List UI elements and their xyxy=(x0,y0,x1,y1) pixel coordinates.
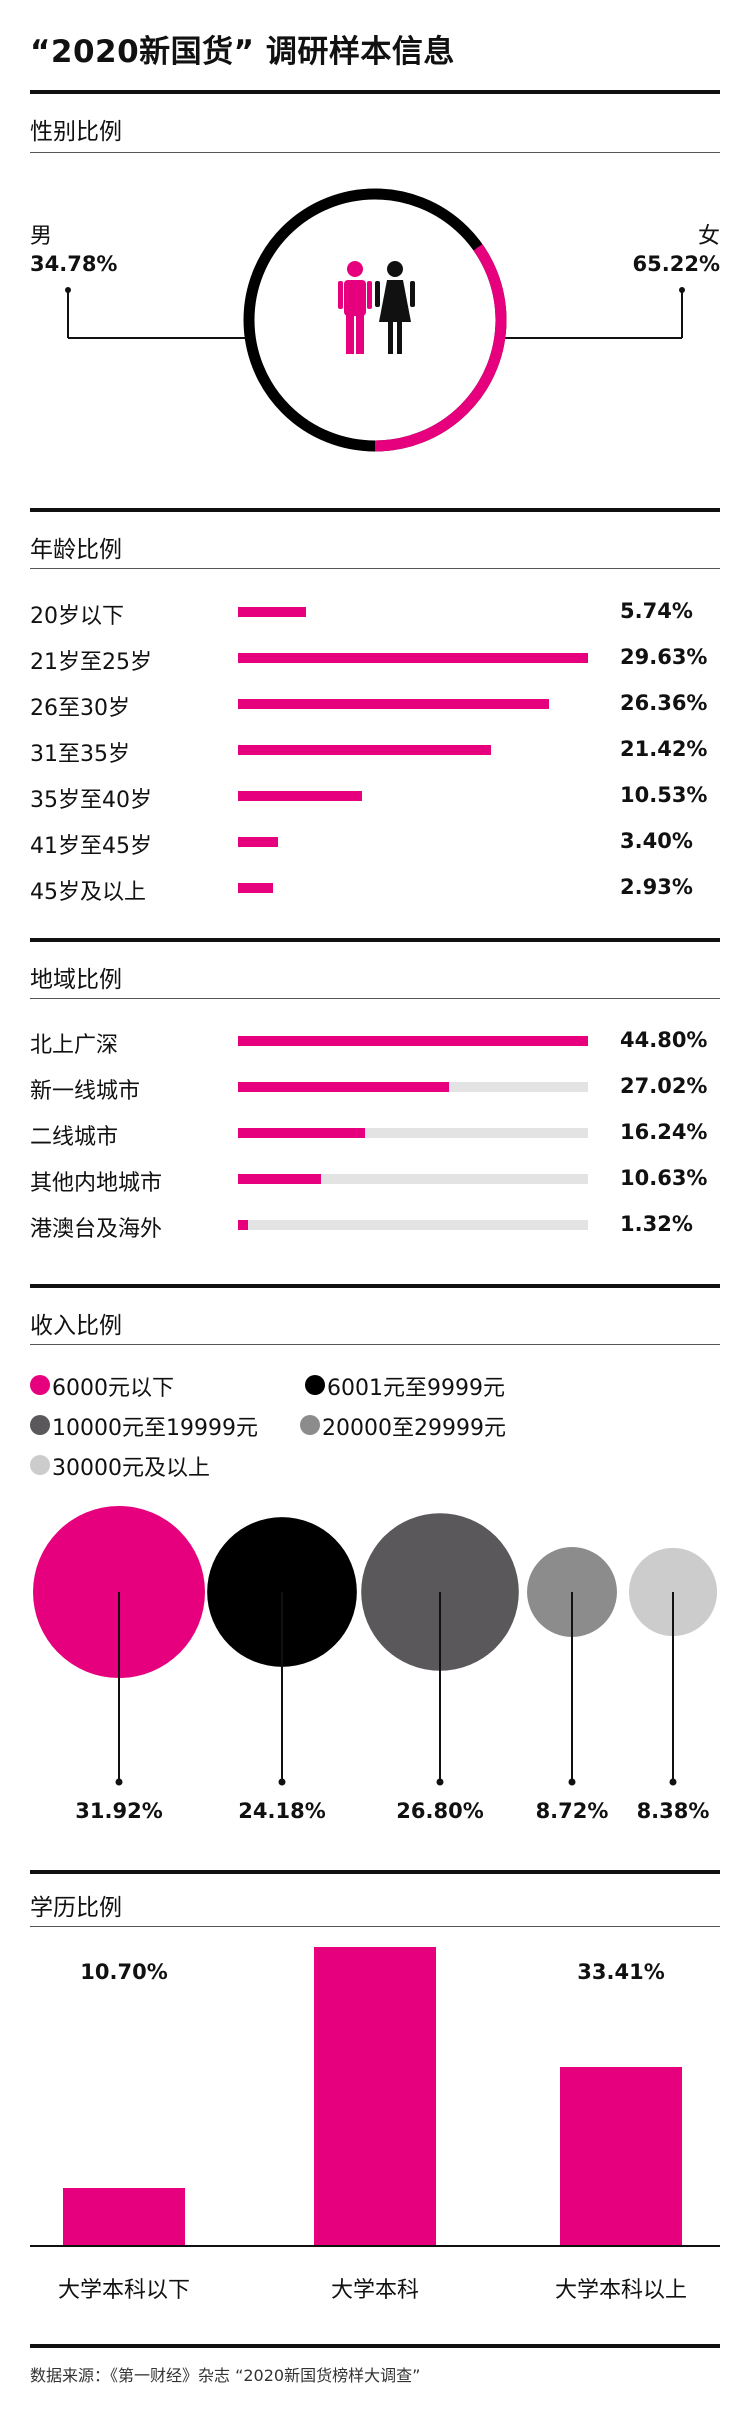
age-row-pct: 26.36% xyxy=(620,691,708,715)
age-row-label: 45岁及以上 xyxy=(30,880,146,905)
income-bubble-chart: 31.92% 24.18% 26.80% 8.72% 8.38% xyxy=(33,1506,718,1823)
region-row-label: 港澳台及海外 xyxy=(30,1217,163,1242)
region-row-bar xyxy=(238,1174,322,1184)
region-heading: 地域比例 xyxy=(30,967,122,993)
region-row-label: 新一线城市 xyxy=(30,1079,141,1104)
education-label: 大学本科以下 xyxy=(57,2278,190,2303)
region-row-pct: 1.32% xyxy=(620,1212,693,1236)
female-label: 女 xyxy=(697,224,720,249)
age-row-bar xyxy=(238,745,492,755)
legend-label: 20000至29999元 xyxy=(322,1416,506,1441)
region-rule-top xyxy=(30,938,720,942)
income-leader-dot xyxy=(115,1778,123,1786)
legend-dot xyxy=(30,1455,50,1475)
income-pct-label: 24.18% xyxy=(238,1799,325,1823)
region-row-bar xyxy=(238,1082,450,1092)
gender-donut-chart xyxy=(65,188,685,452)
region-row-pct: 44.80% xyxy=(620,1028,708,1052)
donut-male-segment xyxy=(243,188,507,452)
education-rule xyxy=(30,1926,720,1927)
income-heading: 收入比例 xyxy=(30,1313,122,1339)
education-baseline xyxy=(30,2245,720,2247)
region-row-label: 其他内地城市 xyxy=(30,1171,163,1196)
age-row-pct: 21.42% xyxy=(620,737,708,761)
age-rule-top xyxy=(30,508,720,512)
region-row-bar xyxy=(238,1036,588,1046)
age-row-pct: 10.53% xyxy=(620,783,708,807)
region-row-bar xyxy=(238,1220,249,1230)
region-row-pct: 27.02% xyxy=(620,1074,708,1098)
legend-dot xyxy=(305,1375,325,1395)
title-rule xyxy=(30,90,720,94)
female-person-icon xyxy=(375,261,415,354)
age-row-label: 41岁至45岁 xyxy=(30,834,152,859)
legend-dot xyxy=(30,1375,50,1395)
education-heading: 学历比例 xyxy=(30,1895,122,1921)
region-row-label: 北上广深 xyxy=(30,1033,119,1058)
region-rule xyxy=(30,998,720,999)
education-pct: 33.41% xyxy=(577,1960,665,1984)
age-row-pct: 2.93% xyxy=(620,875,693,899)
income-rule xyxy=(30,1344,720,1345)
male-leader-dot xyxy=(65,287,71,293)
source-note: 数据来源：《第一财经》杂志 “2020新国货榜样大调查” xyxy=(30,2366,421,2385)
female-leader-dot xyxy=(679,287,685,293)
legend-label: 10000元至19999元 xyxy=(52,1416,258,1441)
region-row-label: 二线城市 xyxy=(30,1125,119,1150)
legend-dot xyxy=(30,1415,50,1435)
education-rule-top xyxy=(30,1870,720,1874)
income-leader-dot xyxy=(669,1778,677,1786)
age-row-bar xyxy=(238,883,273,893)
region-row-pct: 16.24% xyxy=(620,1120,708,1144)
region-row-track xyxy=(238,1128,588,1138)
age-row-label: 26至30岁 xyxy=(30,696,130,721)
age-rule xyxy=(30,568,720,569)
male-label: 男 xyxy=(30,224,53,249)
income-bubble xyxy=(628,1547,718,1637)
region-row-bar xyxy=(238,1128,365,1138)
education-label: 大学本科以上 xyxy=(554,2278,687,2303)
age-row-pct: 29.63% xyxy=(620,645,708,669)
gender-rule xyxy=(30,152,720,153)
age-row-pct: 5.74% xyxy=(620,599,693,623)
legend-label: 6001元至9999元 xyxy=(327,1376,505,1401)
education-bar xyxy=(314,1947,436,2245)
region-row-pct: 10.63% xyxy=(620,1166,708,1190)
gender-heading: 性别比例 xyxy=(30,119,122,145)
income-leader-dot xyxy=(278,1778,286,1786)
income-pct-label: 8.72% xyxy=(536,1799,609,1823)
education-bar xyxy=(63,2187,185,2245)
age-row-label: 31至35岁 xyxy=(30,742,130,767)
age-row-label: 21岁至25岁 xyxy=(30,650,152,675)
income-leader-dot xyxy=(436,1778,444,1786)
income-pct-label: 31.92% xyxy=(75,1799,162,1823)
region-row-track xyxy=(238,1220,588,1230)
legend-label: 30000元及以上 xyxy=(52,1456,210,1481)
legend-label: 6000元以下 xyxy=(52,1376,174,1401)
page-title: “2020新国货” 调研样本信息 xyxy=(30,34,455,70)
income-pct-label: 8.38% xyxy=(637,1799,710,1823)
female-pct: 65.22% xyxy=(632,252,720,276)
income-rule-top xyxy=(30,1284,720,1288)
age-row-bar xyxy=(238,791,363,801)
income-leader-dot xyxy=(568,1778,576,1786)
education-bar xyxy=(560,2066,682,2245)
education-pct: 10.70% xyxy=(80,1960,168,1984)
male-person-icon xyxy=(338,261,372,354)
age-row-bar xyxy=(238,699,550,709)
legend-dot xyxy=(300,1415,320,1435)
age-row-bar xyxy=(238,837,279,847)
age-row-pct: 3.40% xyxy=(620,829,693,853)
age-row-label: 35岁至40岁 xyxy=(30,788,152,813)
education-label: 大学本科 xyxy=(330,2278,419,2303)
age-row-label: 20岁以下 xyxy=(30,604,124,629)
source-rule xyxy=(30,2344,720,2348)
income-pct-label: 26.80% xyxy=(396,1799,483,1823)
age-heading: 年龄比例 xyxy=(30,537,122,563)
region-row-track xyxy=(238,1174,588,1184)
age-row-bar xyxy=(238,607,306,617)
male-pct: 34.78% xyxy=(30,252,118,276)
age-row-bar xyxy=(238,653,588,663)
